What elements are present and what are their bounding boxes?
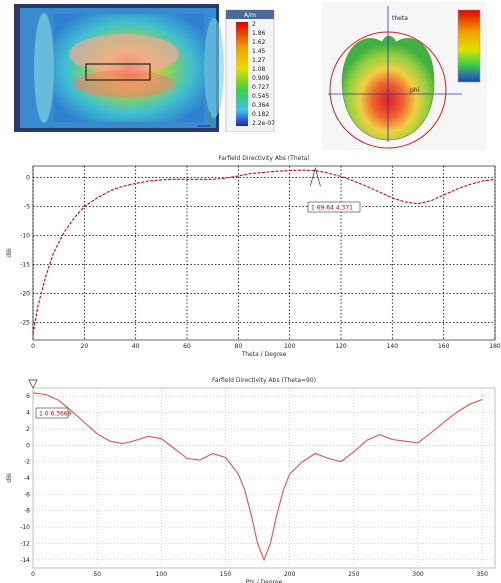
legend-values: 2 1.86 1.62 1.45 1.27 1.08 0.909 0.727 0… xyxy=(252,21,275,127)
axes-triad-icon xyxy=(198,112,211,127)
legend-value: 1.62 xyxy=(252,39,266,46)
legend-title: A/m xyxy=(244,12,256,19)
legend-value: 0.364 xyxy=(252,102,269,109)
phi-directivity-chart: Farfield Directivity Abs (Theta=90) 0 50 10… xyxy=(0,370,501,583)
x-tick-label: 150 xyxy=(220,571,232,578)
series-line xyxy=(32,392,483,562)
legend-value: 1.45 xyxy=(252,48,266,55)
x-axis-label: Phi / Degree xyxy=(246,579,283,583)
x-tick-label: 100 xyxy=(156,571,168,578)
x-tick-label: 160 xyxy=(438,343,450,350)
legend-value: 2.2e-07 xyxy=(252,120,275,127)
legend-value: 0.182 xyxy=(252,111,269,118)
field-distribution-view: A/m 2 1.86 1.62 1.45 1.27 1.08 0.909 0.7… xyxy=(14,4,276,132)
y-tick-label: -4 xyxy=(24,475,30,482)
marker-annotation-text: 1 0 6.3669 xyxy=(39,411,72,418)
marker-triangle-icon xyxy=(28,379,38,389)
y-tick-label: -5 xyxy=(24,204,30,211)
y-axis-label: dBi xyxy=(6,473,13,483)
marker-annotation: 1 0 6.3669 xyxy=(35,407,72,419)
axis-label-theta: theta xyxy=(392,15,408,22)
legend-value: 1.08 xyxy=(252,66,266,73)
legend-value: 1.27 xyxy=(252,57,266,64)
plot-frame xyxy=(32,165,496,341)
y-tick-label: 0 xyxy=(26,442,30,449)
y-tick-label: -15 xyxy=(20,262,30,269)
axis-label-phi: phi xyxy=(410,87,420,94)
x-tick-label: 250 xyxy=(348,571,360,578)
y-tick-label: -10 xyxy=(20,233,30,240)
legend-value: 0.909 xyxy=(252,75,269,82)
y-tick-label: -2 xyxy=(24,459,30,466)
y-tick-label: -14 xyxy=(20,557,30,564)
y-tick-label: 4 xyxy=(26,410,30,417)
x-tick-label: 60 xyxy=(183,343,191,350)
y-tick-label: -6 xyxy=(24,491,30,498)
peak-marker-icon xyxy=(309,167,321,187)
x-tick-label: 100 xyxy=(284,343,296,350)
theta-directivity-plot: Farfield Directivity Abs (Theta) 0 20 40 60 8… xyxy=(6,155,501,358)
y-tick-label: 0 xyxy=(26,175,30,182)
chart-title: Farfield Directivity Abs (Theta=90) xyxy=(212,377,316,384)
legend-value: 0.545 xyxy=(252,93,269,100)
y-tick-label: -8 xyxy=(24,508,30,515)
phi-directivity-plot: Farfield Directivity Abs (Theta=90) 0 50 10… xyxy=(6,377,496,583)
x-tick-label: 300 xyxy=(412,571,424,578)
x-tick-label: 120 xyxy=(335,343,347,350)
x-tick-label: 350 xyxy=(476,571,488,578)
y-tick-label: -25 xyxy=(20,320,30,327)
farfield-3d-view: theta phi xyxy=(322,2,487,150)
y-axis-label: dBi xyxy=(6,248,13,258)
marker-annotation-text: 1 69.64 4.371 xyxy=(311,205,353,212)
x-tick-label: 180 xyxy=(489,343,501,350)
theta-directivity-chart: Farfield Directivity Abs (Theta) 0 20 40 60 8… xyxy=(0,148,501,370)
legend-value: 2 xyxy=(252,21,256,28)
x-tick-label: 0 xyxy=(31,343,35,350)
y-tick-label: 6 xyxy=(26,393,30,400)
x-tick-label: 0 xyxy=(31,571,35,578)
marker-annotation: 1 69.64 4.371 xyxy=(307,201,361,213)
x-tick-label: 200 xyxy=(284,571,296,578)
series-line xyxy=(32,169,496,335)
x-tick-label: 140 xyxy=(387,343,399,350)
chart-title: Farfield Directivity Abs (Theta) xyxy=(218,155,309,162)
x-tick-label: 80 xyxy=(235,343,243,350)
x-tick-label: 40 xyxy=(132,343,140,350)
x-tick-label: 50 xyxy=(93,571,101,578)
y-tick-label: -10 xyxy=(20,524,30,531)
field-distribution-image: A/m 2 1.86 1.62 1.45 1.27 1.08 0.909 0.7… xyxy=(14,4,275,132)
x-tick-label: 20 xyxy=(81,343,89,350)
farfield-3d-image: theta phi xyxy=(322,2,487,150)
legend-value: 1.86 xyxy=(252,30,266,37)
y-tick-label: 2 xyxy=(26,426,30,433)
y-tick-label: -12 xyxy=(20,540,30,547)
y-tick-label: -20 xyxy=(20,291,30,298)
legend-value: 0.727 xyxy=(252,84,269,91)
x-axis-label: Theta / Degree xyxy=(241,351,287,358)
